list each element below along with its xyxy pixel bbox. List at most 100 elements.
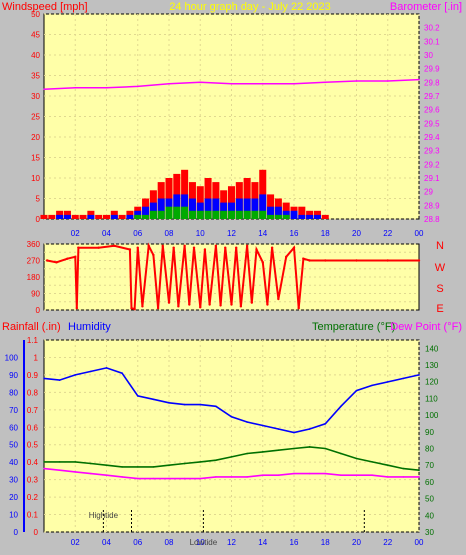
temperature-point <box>215 459 217 462</box>
wind-direction-point <box>183 244 186 248</box>
wind-y-tick: 25 <box>31 113 40 122</box>
rainfall-y-tick: 0.5 <box>27 441 39 450</box>
barometer-point <box>355 80 358 82</box>
wind-gust-bar <box>40 214 48 219</box>
rainfall-y-tick: 0.3 <box>27 476 39 485</box>
wind-direction-point <box>284 255 288 259</box>
barometer-point <box>43 88 45 90</box>
humidity-y-tick: 10 <box>9 511 18 520</box>
dewpoint-point <box>230 476 233 478</box>
wind-low-bar <box>196 210 204 219</box>
barometer-point <box>418 78 420 81</box>
wind-direction-point <box>203 248 207 251</box>
wind-gust-bar <box>48 214 56 219</box>
temperature-y-tick: 60 <box>425 478 434 487</box>
wind-y-tick: 10 <box>31 174 40 183</box>
wind-direction-point <box>130 306 133 310</box>
barometer-point <box>293 82 295 85</box>
wind-direction-point <box>261 261 264 264</box>
compass-w: W <box>435 262 446 274</box>
barometer-y-tick: 29.9 <box>424 65 440 74</box>
temperature-point <box>105 464 108 467</box>
temperature-y-tick: 140 <box>425 344 439 353</box>
barometer-y-tick: 28.9 <box>424 201 440 210</box>
wind-avg-bar <box>142 206 150 219</box>
dewpoint-point <box>246 476 248 478</box>
barometer-y-tick: 28.8 <box>424 215 440 224</box>
temperature-point <box>386 464 389 467</box>
humidity-point <box>402 377 405 380</box>
wind-direction-point <box>308 259 311 262</box>
direction-y-tick: 270 <box>27 257 41 266</box>
wind-gust-bar <box>71 214 79 219</box>
wind-direction-point <box>214 244 218 248</box>
wind-direction-point <box>270 246 274 249</box>
barometer-point <box>168 82 170 85</box>
rainfall-y-tick: 0 <box>34 528 39 537</box>
wind-low-bar <box>165 206 173 219</box>
temperature-point <box>58 461 61 463</box>
wind-direction-point <box>113 244 116 248</box>
rainfall-y-tick: 0.2 <box>27 493 39 502</box>
humidity-y-tick: 0 <box>14 528 19 537</box>
wind-gust-bar <box>79 214 87 219</box>
wind-y-tick: 50 <box>31 10 40 19</box>
wind-avg-bar <box>212 198 220 219</box>
windspeed-axis-label: Windspeed [mph] <box>2 1 88 13</box>
barometer-point <box>230 82 233 85</box>
wind-x-tick: 18 <box>321 229 330 238</box>
wind-x-tick: 20 <box>352 229 361 238</box>
wind-avg-bar <box>56 214 64 219</box>
temperature-y-tick: 100 <box>425 411 439 420</box>
wind-x-tick: 16 <box>290 229 299 238</box>
wind-direction-point <box>152 253 155 257</box>
lower-x-tick: 22 <box>383 538 392 547</box>
wind-direction-point <box>386 259 389 262</box>
dewpoint-point <box>371 474 373 477</box>
dewpoint-point <box>261 474 264 477</box>
wind-low-bar <box>149 210 157 219</box>
wind-x-tick: 10 <box>196 229 205 238</box>
barometer-y-tick: 29.1 <box>424 174 440 183</box>
humidity-y-tick: 80 <box>9 388 18 397</box>
wind-x-tick: 02 <box>71 229 80 238</box>
temperature-axis-label: Temperature (°F) <box>312 321 395 333</box>
wind-avg-bar <box>87 214 95 219</box>
temperature-point <box>90 462 92 465</box>
humidity-point <box>152 398 155 401</box>
lower-x-tick: 02 <box>71 538 80 547</box>
dewpoint-point <box>74 471 77 473</box>
barometer-y-tick: 30.1 <box>424 37 440 46</box>
temperature-point <box>246 452 248 455</box>
wind-direction-point <box>277 297 280 301</box>
wind-direction-point <box>55 261 58 264</box>
wind-direction-point <box>230 303 233 306</box>
wind-avg-bar <box>274 206 282 219</box>
humidity-point <box>355 389 358 392</box>
humidity-point <box>340 405 342 408</box>
wind-low-bar <box>212 210 220 219</box>
wind-low-bar <box>157 210 165 219</box>
wind-direction-point <box>136 246 139 249</box>
temperature-point <box>183 462 186 465</box>
dewpoint-point <box>58 469 61 472</box>
dewpoint-point <box>168 477 170 480</box>
humidity-axis-label: Humidity <box>68 321 111 333</box>
wind-low-bar <box>204 210 212 219</box>
temperature-point <box>418 469 420 472</box>
humidity-point <box>168 402 170 404</box>
humidity-point <box>58 379 61 381</box>
rainfall-y-tick: 1 <box>34 353 39 362</box>
wind-x-tick: 08 <box>165 229 174 238</box>
wind-low-bar <box>235 210 243 219</box>
wind-y-tick: 40 <box>31 51 40 60</box>
dewpoint-point <box>152 477 155 480</box>
wind-y-tick: 5 <box>36 195 41 204</box>
direction-y-tick: 360 <box>27 240 41 249</box>
wind-direction-point <box>192 246 196 249</box>
temperature-point <box>168 464 170 467</box>
humidity-y-tick: 60 <box>9 423 18 432</box>
wind-direction-point <box>219 304 222 307</box>
wind-direction-line <box>46 242 419 311</box>
temperature-point <box>371 461 373 463</box>
